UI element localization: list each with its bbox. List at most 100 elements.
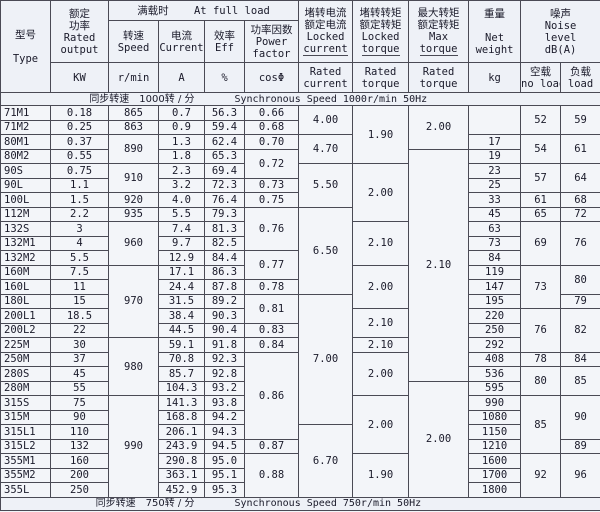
noise-no-load-cell: 69 xyxy=(520,221,562,266)
weight-cell: 1080 xyxy=(468,409,522,425)
header-text: 额定转矩 xyxy=(417,19,460,31)
current-cell: 452.9 xyxy=(158,482,205,498)
locked-torque-cell: 2.10 xyxy=(352,337,410,353)
header-text: 效率 xyxy=(214,29,235,42)
type-cell: 90L xyxy=(0,177,51,193)
eff-cell: 56.3 xyxy=(204,105,245,121)
current-cell: 2.3 xyxy=(158,163,205,179)
data-row: 180L 15 31.5 89.2 0.81 7.00 195 79 xyxy=(0,293,600,425)
eff-cell: 72.3 xyxy=(204,177,245,193)
power-factor-cell: 0.77 xyxy=(243,250,300,280)
current-cell: 5.5 xyxy=(158,206,205,222)
header-text: 额定 xyxy=(69,7,90,20)
current-cell: 243.9 xyxy=(158,438,205,454)
header-text: Net xyxy=(485,31,505,44)
current-cell: 38.4 xyxy=(158,308,205,324)
header-text: Current xyxy=(159,41,204,54)
power-factor-cell: 0.68 xyxy=(243,119,300,135)
current-cell: 9.7 xyxy=(158,235,205,251)
type-cell: 112M xyxy=(0,206,51,222)
noise-no-load-cell: 73 xyxy=(520,264,562,309)
eff-cell: 87.8 xyxy=(204,279,245,295)
type-cell: 132S xyxy=(0,221,51,237)
weight-cell: 19 xyxy=(468,148,522,164)
header-cell: 最大转矩 额定转矩 Max torque xyxy=(408,0,470,63)
output-cell: 75 xyxy=(50,395,109,411)
type-cell: 180L xyxy=(0,293,51,309)
section-cell: 同步转速 750转 / 分 xyxy=(0,496,205,511)
header-text: output xyxy=(60,43,99,56)
eff-cell: 79.3 xyxy=(204,206,245,222)
current-cell: 7.4 xyxy=(158,221,205,237)
output-cell: 5.5 xyxy=(50,250,109,266)
noise-load-cell: 64 xyxy=(560,163,600,193)
eff-cell: 59.4 xyxy=(204,119,245,135)
output-cell: 132 xyxy=(50,438,109,454)
header-cell: 转速 Speed xyxy=(108,20,159,63)
noise-load-cell: 84 xyxy=(560,351,600,367)
weight-cell: 1210 xyxy=(468,438,522,454)
weight-cell: 1600 xyxy=(468,453,522,469)
speed-cell: 910 xyxy=(108,163,159,193)
data-row: 80M1 0.37 890 1.3 62.4 0.70 4.70 17 54 61 xyxy=(0,134,600,164)
speed-cell: 863 xyxy=(108,119,159,135)
eff-cell: 76.4 xyxy=(204,192,245,208)
current-cell: 168.8 xyxy=(158,409,205,425)
data-row: 225M 30 980 59.1 91.8 0.84 2.10 292 xyxy=(0,337,600,396)
section-text: Synchronous Speed 750r/min 50Hz xyxy=(234,498,422,509)
current-cell: 141.3 xyxy=(158,395,205,411)
weight-cell: 84 xyxy=(468,250,522,266)
header-cell: 电流 Current xyxy=(158,20,205,63)
type-cell: 132M2 xyxy=(0,250,51,266)
section-text: Synchronous Speed 1000r/min 50Hz xyxy=(234,93,428,105)
output-cell: 160 xyxy=(50,453,109,469)
output-cell: 11 xyxy=(50,279,109,295)
current-cell: 85.7 xyxy=(158,366,205,382)
eff-cell: 95.3 xyxy=(204,482,245,498)
header-text: 噪声 xyxy=(550,7,572,20)
power-factor-cell: 0.75 xyxy=(243,192,300,208)
noise-load-cell: 90 xyxy=(560,395,600,440)
noise-no-load-cell: 80 xyxy=(520,366,562,396)
eff-cell: 84.4 xyxy=(204,250,245,266)
header-text: dB(A) xyxy=(544,43,577,56)
speed-cell: 935 xyxy=(108,206,159,222)
locked-torque-cell: 2.00 xyxy=(352,395,410,454)
header-text: 型号 xyxy=(15,28,36,41)
locked-torque-cell: 1.90 xyxy=(352,453,410,498)
header-text: current xyxy=(303,77,348,90)
header-text: Rated xyxy=(63,31,96,44)
header-cell: 噪声 Noise level dB(A) xyxy=(520,0,600,63)
header-cell: KW xyxy=(50,62,109,93)
eff-cell: 62.4 xyxy=(204,134,245,150)
data-row: 132S 3 960 7.4 81.3 2.10 63 69 76 xyxy=(0,221,600,266)
type-cell: 355M2 xyxy=(0,467,51,483)
locked-torque-cell: 1.90 xyxy=(352,105,410,164)
output-cell: 7.5 xyxy=(50,264,109,280)
output-cell: 0.37 xyxy=(50,134,109,150)
table-body: 同步转速 1000转 / 分 Synchronous Speed 1000r/mi… xyxy=(0,92,600,511)
header-text: 堵转转矩 xyxy=(359,7,402,19)
power-factor-cell: 0.72 xyxy=(243,148,300,179)
weight-cell: 17 xyxy=(468,134,522,150)
section-text: 同步转速 1000转 / 分 xyxy=(89,93,195,105)
type-cell: 90S xyxy=(0,163,51,179)
data-row: 90L 1.1 3.2 72.3 0.73 25 xyxy=(0,177,600,193)
header-text: Locked xyxy=(361,31,400,43)
noise-load-cell: 61 xyxy=(560,134,600,164)
power-factor-cell: 0.87 xyxy=(243,438,300,454)
data-row: 315L1 110 206.1 94.3 6.70 1150 xyxy=(0,424,600,498)
noise-no-load-cell: 52 xyxy=(520,105,562,135)
current-cell: 31.5 xyxy=(158,293,205,309)
eff-cell: 89.2 xyxy=(204,293,245,309)
header-cell: Rated current xyxy=(298,62,354,93)
type-cell: 315M xyxy=(0,409,51,425)
type-cell: 315L1 xyxy=(0,424,51,440)
data-row: 315L2 132 243.9 94.5 0.87 1210 89 xyxy=(0,438,600,454)
output-cell: 1.5 xyxy=(50,192,109,208)
eff-cell: 91.8 xyxy=(204,337,245,353)
speed-cell: 865 xyxy=(108,105,159,121)
locked-current-cell: 7.00 xyxy=(298,293,354,425)
header-cell: A xyxy=(158,62,205,93)
